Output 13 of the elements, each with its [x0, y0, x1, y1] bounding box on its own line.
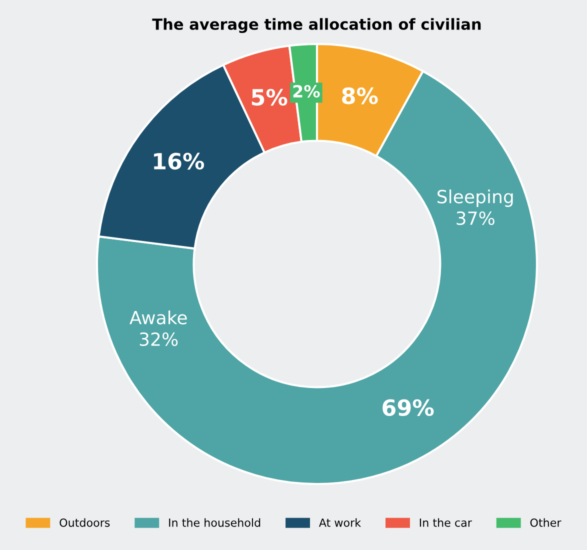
text: Awake 32%	[130, 310, 187, 346]
legend-label: Other	[530, 518, 562, 527]
chart-title: The average time allocation of civilian	[152, 18, 481, 33]
data-label: 8%	[342, 87, 378, 104]
data-label: 16%	[154, 152, 204, 170]
text: Sleeping 37%	[438, 189, 513, 226]
legend-label: Outdoors	[60, 518, 110, 527]
data-label: 69%	[382, 399, 434, 416]
data-label: 5%	[252, 88, 288, 106]
legend-label: At work	[318, 518, 362, 527]
legend-label: In the household	[169, 518, 260, 527]
data-label: 2%	[293, 84, 320, 98]
legend-label: In the car	[420, 518, 472, 527]
